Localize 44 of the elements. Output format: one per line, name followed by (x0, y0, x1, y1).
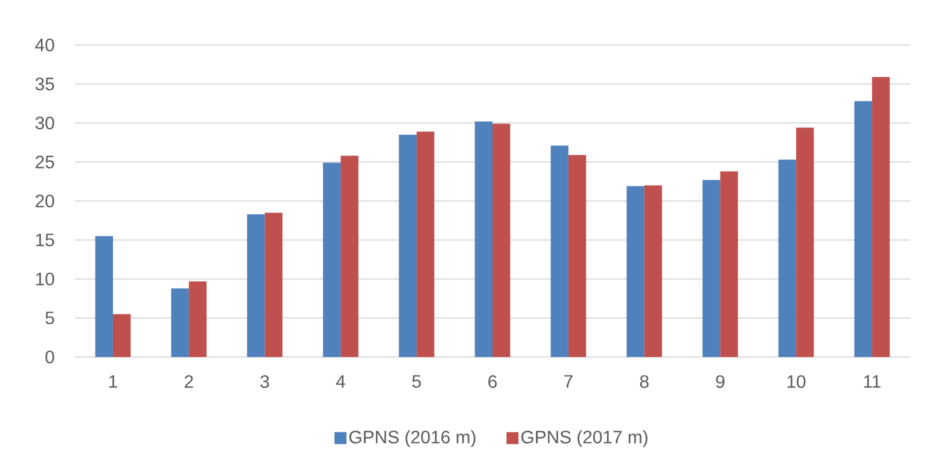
x-tick-label: 10 (788, 375, 806, 388)
y-tick-label: 20 (36, 194, 54, 208)
bar (95, 236, 113, 357)
bar (702, 180, 720, 357)
x-tick-label: 2 (184, 375, 193, 388)
bar (492, 124, 510, 357)
y-tick-label: 5 (46, 312, 54, 324)
x-tick-label: 7 (564, 375, 573, 388)
x-tick-label: 9 (716, 375, 724, 388)
bar (720, 171, 738, 357)
legend-label: GPNS (2017 m) (521, 430, 648, 448)
bar (854, 101, 872, 357)
bar (626, 186, 644, 357)
y-tick-label: 10 (36, 272, 54, 286)
bar (416, 132, 434, 357)
x-tick-label: 6 (488, 375, 497, 388)
bar (171, 288, 189, 357)
bar (398, 134, 417, 357)
x-tick-label: 3 (260, 375, 269, 388)
y-tick-label: 0 (45, 350, 54, 364)
x-tick-label: 1 (109, 375, 118, 388)
bar (474, 121, 493, 357)
y-tick-label: 15 (36, 234, 54, 246)
legend-label: GPNS (2016 m) (349, 430, 476, 448)
x-tick-label: 8 (640, 375, 649, 388)
y-tick-label: 35 (35, 78, 54, 90)
bar (264, 212, 282, 357)
bar (322, 162, 341, 357)
bar (550, 146, 568, 357)
bar (796, 128, 814, 357)
bar (778, 160, 796, 357)
bar (247, 214, 265, 357)
bar (112, 314, 131, 357)
x-tick-label: 11 (864, 375, 881, 388)
y-tick-label: 30 (35, 116, 54, 130)
y-tick-label: 40 (35, 38, 54, 52)
bar (568, 154, 586, 357)
bar (188, 281, 207, 357)
y-tick-label: 25 (36, 156, 54, 168)
bar (340, 156, 358, 357)
bar (644, 185, 662, 357)
bar (872, 76, 890, 357)
x-tick-label: 4 (336, 375, 346, 388)
x-tick-label: 5 (412, 375, 421, 388)
